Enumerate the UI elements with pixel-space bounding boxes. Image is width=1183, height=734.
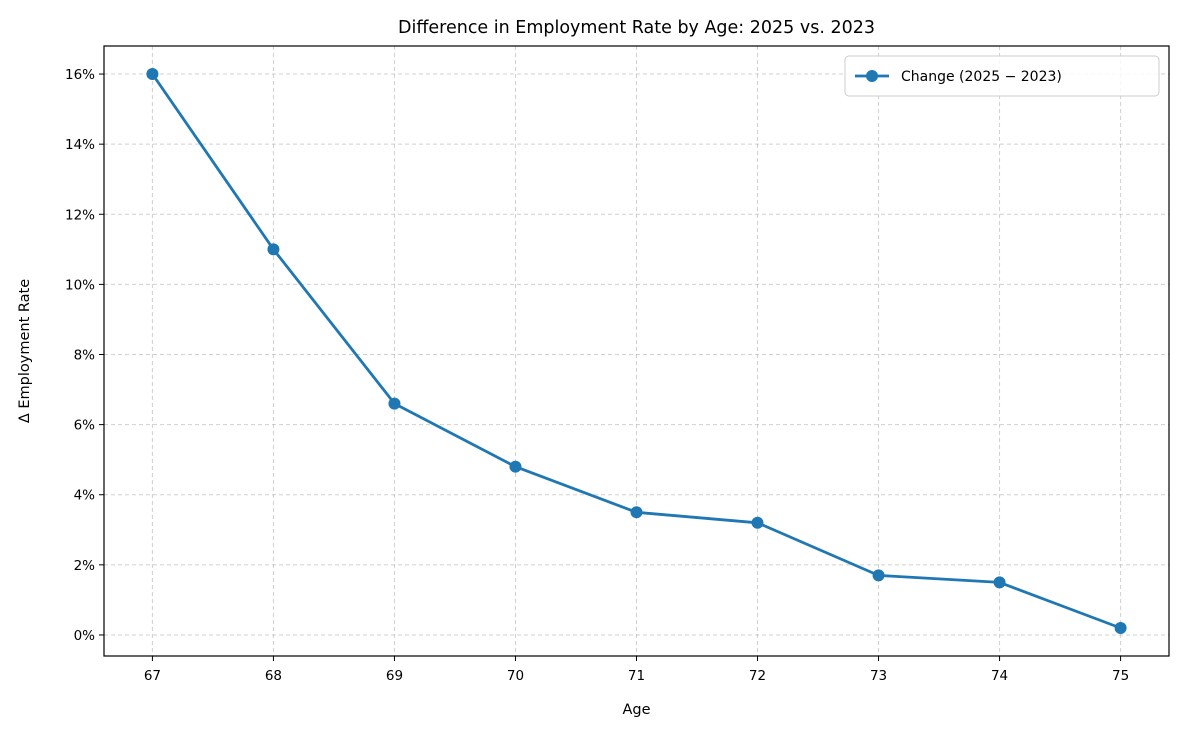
data-point [872,569,885,582]
y-tick-label: 12% [65,207,95,223]
y-tick-label: 0% [74,628,96,644]
x-tick-label: 71 [628,668,645,684]
legend: Change (2025 − 2023) [844,55,1160,97]
x-tick-label: 69 [386,668,403,684]
legend-label: Change (2025 − 2023) [901,69,1062,85]
x-tick-label: 75 [1112,668,1129,684]
y-tick-label: 6% [74,418,96,434]
data-point [146,68,159,81]
grid [104,46,1169,656]
data-point [509,460,522,473]
x-tick-label: 70 [507,668,524,684]
data-point [751,516,764,529]
x-tick-label: 73 [870,668,887,684]
x-tick-label: 67 [144,668,161,684]
x-tick-label: 68 [265,668,282,684]
data-point [630,506,643,519]
legend-marker [866,70,878,82]
data-point [1114,621,1127,634]
y-tick-label: 14% [65,137,95,153]
series-layer [146,68,1127,634]
data-point [267,243,280,256]
y-axis-label: Δ Employment Rate [17,279,33,423]
y-tick-label: 16% [65,67,95,83]
y-tick-label: 8% [74,348,96,364]
data-point [388,397,401,410]
x-tick-label: 72 [749,668,766,684]
y-tick-label: 4% [74,488,96,504]
data-point [993,576,1006,589]
chart-title: Difference in Employment Rate by Age: 20… [398,18,875,38]
y-tick-label: 2% [74,558,96,574]
x-tick-label: 74 [991,668,1008,684]
x-axis-label: Age [622,702,650,718]
axis-ticks: 67 68 69 70 71 72 73 74 75 0% 2% 4% 6% 8% 10% 12% 14% 16% [65,67,1129,684]
y-tick-label: 10% [65,277,95,293]
legend-box [844,55,1160,97]
